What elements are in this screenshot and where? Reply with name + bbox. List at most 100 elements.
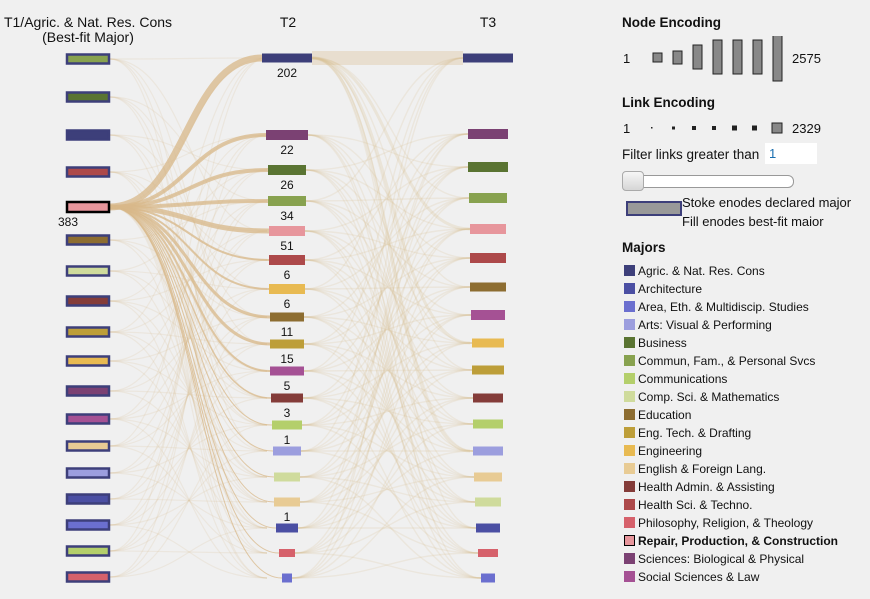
filter-threshold-input[interactable]: [765, 143, 817, 164]
t3-node[interactable]: [463, 53, 513, 63]
t3-node[interactable]: [472, 365, 504, 375]
link: [109, 524, 268, 579]
link: [302, 397, 482, 579]
link: [303, 369, 473, 372]
t3-node[interactable]: [475, 497, 501, 507]
t1-node[interactable]: [65, 265, 111, 277]
legend-item[interactable]: Commun, Fam., & Personal Svcs: [624, 353, 815, 369]
legend-item[interactable]: Agric. & Nat. Res. Cons: [624, 263, 765, 279]
link: [291, 133, 469, 579]
legend-item[interactable]: Social Sciences & Law: [624, 569, 759, 585]
t3-node[interactable]: [472, 338, 504, 348]
legend-item[interactable]: Philosophy, Religion, & Theology: [624, 515, 813, 531]
t3-node[interactable]: [469, 193, 507, 203]
link: [109, 450, 268, 552]
node-layer: [65, 53, 513, 583]
legend-item[interactable]: Business: [624, 335, 687, 351]
legend-label: Arts: Visual & Performing: [638, 318, 772, 332]
t2-node[interactable]: [272, 420, 302, 430]
link: [299, 314, 472, 503]
legend-item[interactable]: Sciences: Biological & Physical: [624, 551, 804, 567]
link: [304, 230, 482, 579]
filter-slider-track[interactable]: [622, 175, 794, 188]
legend-item[interactable]: Comp. Sci. & Mathematics: [624, 389, 779, 405]
link: [109, 169, 268, 500]
t3-node[interactable]: [473, 419, 503, 429]
t2-node[interactable]: [274, 472, 300, 482]
t2-node-count: 11: [281, 325, 294, 339]
t3-node[interactable]: [476, 523, 500, 533]
t3-node[interactable]: [474, 472, 502, 482]
t1-node[interactable]: [65, 355, 111, 367]
t1-node[interactable]: [65, 166, 111, 178]
t1-node[interactable]: [65, 571, 111, 583]
t1-node[interactable]: [65, 413, 111, 425]
t3-node[interactable]: [473, 393, 503, 403]
t1-node[interactable]: [65, 129, 111, 141]
t3-node[interactable]: [470, 282, 506, 292]
t2-node[interactable]: [282, 573, 292, 583]
filter-slider-thumb[interactable]: [622, 171, 644, 191]
t3-node[interactable]: [468, 162, 508, 172]
t2-node[interactable]: [262, 53, 312, 63]
legend-item[interactable]: Health Sci. & Techno.: [624, 497, 753, 513]
legend-item[interactable]: Architecture: [624, 281, 702, 297]
link-scale-box: [752, 125, 757, 131]
t2-node[interactable]: [276, 523, 298, 533]
t2-node[interactable]: [268, 196, 306, 206]
node-scale-box: [692, 44, 703, 70]
t3-node[interactable]: [470, 224, 506, 234]
t1-node[interactable]: [65, 234, 111, 246]
t1-node[interactable]: [65, 385, 111, 397]
legend-swatch: [624, 283, 635, 294]
legend-item[interactable]: Arts: Visual & Performing: [624, 317, 772, 333]
legend-item[interactable]: Area, Eth. & Multidiscip. Studies: [624, 299, 809, 315]
t1-node-selected[interactable]: [65, 200, 111, 214]
t2-node[interactable]: [271, 393, 303, 403]
t1-node[interactable]: [65, 53, 111, 65]
link: [291, 552, 479, 579]
t2-node[interactable]: [270, 366, 304, 376]
link: [300, 197, 470, 452]
link: [303, 257, 471, 318]
highlight-link: [109, 206, 272, 399]
t3-node[interactable]: [473, 446, 503, 456]
t1-node[interactable]: [65, 545, 111, 557]
link: [109, 331, 268, 452]
t2-node[interactable]: [270, 339, 304, 349]
legend-item[interactable]: Engineering: [624, 443, 702, 459]
legend-item[interactable]: Repair, Production, & Construction: [624, 533, 838, 549]
t3-node[interactable]: [470, 253, 506, 263]
t1-node[interactable]: [65, 91, 111, 103]
legend-item[interactable]: Education: [624, 407, 691, 423]
t3-node[interactable]: [481, 573, 495, 583]
t2-node[interactable]: [268, 165, 306, 175]
t2-node[interactable]: [274, 497, 300, 507]
t2-node[interactable]: [269, 284, 305, 294]
t2-node[interactable]: [269, 255, 305, 265]
t3-node[interactable]: [468, 129, 508, 139]
t1-node[interactable]: [65, 493, 111, 505]
legend-item[interactable]: Eng. Tech. & Drafting: [624, 425, 751, 441]
highlight-link: [109, 54, 263, 211]
t3-node[interactable]: [478, 549, 498, 557]
t1-node[interactable]: [65, 326, 111, 338]
t1-node[interactable]: [65, 440, 111, 452]
t1-node[interactable]: [65, 519, 111, 531]
t2-node[interactable]: [270, 312, 304, 322]
link: [109, 300, 268, 579]
t1-node[interactable]: [65, 467, 111, 479]
t2-node[interactable]: [269, 226, 305, 236]
link: [109, 390, 268, 503]
t1-node[interactable]: [65, 295, 111, 307]
legend-item[interactable]: Health Admin. & Assisting: [624, 479, 775, 495]
legend-swatch: [624, 373, 635, 384]
t2-node[interactable]: [279, 549, 295, 557]
legend-item[interactable]: Communications: [624, 371, 727, 387]
t2-node[interactable]: [273, 446, 301, 456]
legend-item[interactable]: English & Foreign Lang.: [624, 461, 766, 477]
t2-node[interactable]: [266, 130, 308, 140]
link: [304, 228, 471, 261]
t3-node[interactable]: [471, 310, 505, 320]
